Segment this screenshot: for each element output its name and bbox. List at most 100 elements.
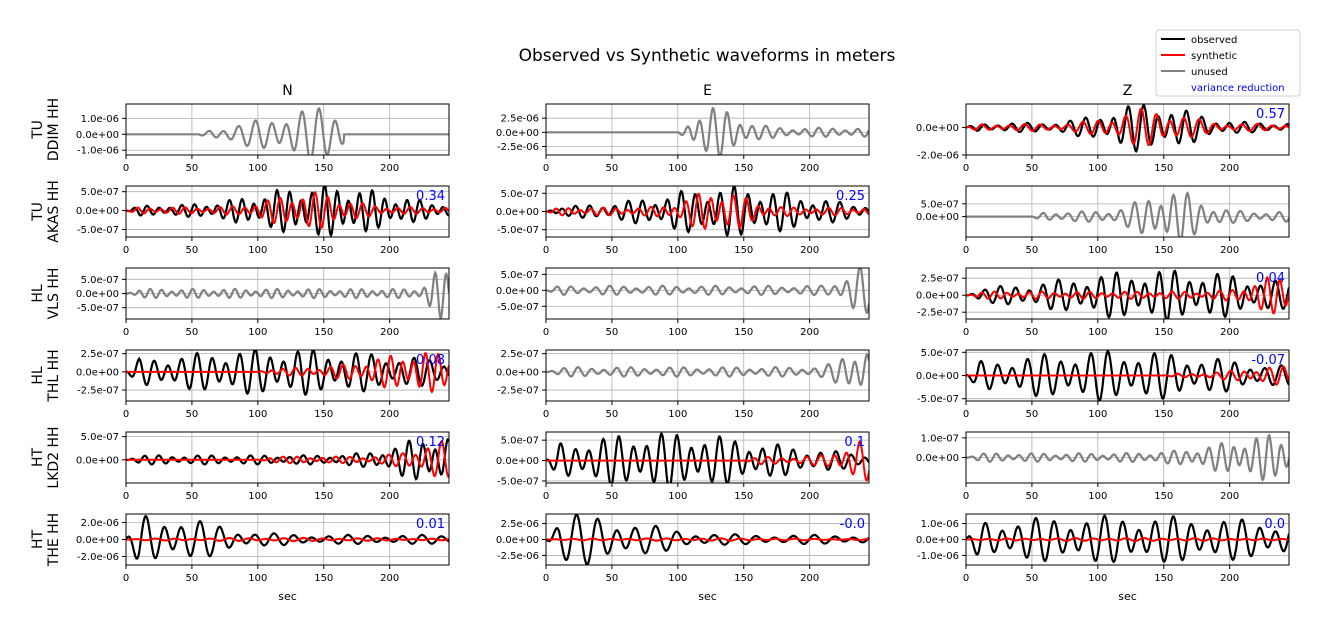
row-label-network: HL	[30, 284, 46, 303]
x-tick-label: 150	[314, 327, 333, 338]
y-tick-label: 0.0e+00	[496, 456, 539, 467]
subplot-5-E: 0 50 100 150 200 -2.5e-06 0.0e+00 2.5e-06 -0.0 se…	[496, 513, 870, 603]
x-tick-label: 100	[248, 409, 267, 420]
x-tick-label: 50	[186, 163, 199, 174]
variance-reduction-label: 0.01	[416, 517, 445, 532]
axes-frame	[545, 267, 870, 320]
x-tick-label: 100	[1088, 409, 1107, 420]
y-tick-label: 2.5e-07	[501, 349, 539, 360]
x-tick-label: 150	[1154, 573, 1173, 584]
synthetic-trace	[126, 352, 449, 394]
x-tick-label: 50	[186, 573, 199, 584]
x-tick-label: 150	[734, 573, 753, 584]
variance-reduction-label: 0.04	[1256, 271, 1285, 286]
x-tick-label: 150	[734, 163, 753, 174]
x-tick-label: 200	[380, 327, 399, 338]
y-tick-label: -2.5e-06	[497, 142, 539, 153]
x-tick-label: 100	[1088, 491, 1107, 502]
x-tick-label: 0	[123, 573, 129, 584]
y-tick-label: 0.0e+00	[496, 286, 539, 297]
x-tick-label: 100	[248, 573, 267, 584]
row-label-station: THL HH	[46, 349, 62, 402]
subplot-3-N: 0 50 100 150 200 -2.5e-07 0.0e+00 2.5e-07 0.08	[76, 349, 450, 420]
x-tick-label: 50	[186, 409, 199, 420]
row-label-station: VLS HH	[46, 268, 62, 320]
x-tick-label: 0	[123, 491, 129, 502]
variance-reduction-label: 0.25	[836, 189, 865, 204]
x-tick-label: 0	[123, 409, 129, 420]
subplot-1-N: 0 50 100 150 200 -5.0e-07 0.0e+00 5.0e-07 0.34	[76, 185, 450, 256]
variance-reduction-label: 0.34	[416, 189, 445, 204]
observed-trace	[966, 350, 1289, 401]
x-tick-label: 200	[1220, 573, 1239, 584]
y-tick-label: 5.0e-07	[81, 275, 119, 286]
legend-label-synthetic: synthetic	[1191, 51, 1237, 62]
x-tick-label: 100	[668, 245, 687, 256]
observed-trace	[966, 514, 1289, 564]
row-label-network: TU	[30, 120, 46, 140]
x-tick-label: 50	[606, 327, 619, 338]
x-tick-label: 200	[800, 409, 819, 420]
y-tick-label: 5.0e-07	[921, 348, 959, 359]
x-tick-label: 200	[800, 245, 819, 256]
row-label-station: DDIM HH	[46, 98, 62, 161]
row-label: HT THE HH	[30, 513, 62, 567]
y-tick-label: 5.0e-07	[501, 436, 539, 447]
x-tick-label: 0	[963, 163, 969, 174]
x-tick-label: 100	[1088, 245, 1107, 256]
x-tick-label: 0	[543, 327, 549, 338]
row-label-network: TU	[30, 202, 46, 222]
observed-trace	[966, 104, 1289, 154]
x-tick-label: 150	[1154, 163, 1173, 174]
x-tick-label: 200	[1220, 163, 1239, 174]
row-label: TU DDIM HH	[30, 98, 62, 161]
x-tick-label: 0	[123, 163, 129, 174]
x-tick-label: 100	[668, 491, 687, 502]
y-tick-label: 2.5e-06	[501, 114, 539, 125]
x-tick-label: 150	[314, 573, 333, 584]
axes-frame	[965, 103, 1290, 156]
x-tick-label: 200	[1220, 409, 1239, 420]
figure-title: Observed vs Synthetic waveforms in meter…	[519, 46, 896, 66]
x-tick-label: 50	[1026, 163, 1039, 174]
subplot-5-Z: 0 50 100 150 200 -1.0e-06 0.0e+00 1.0e-06 0.0 sec	[916, 513, 1290, 603]
subplot-3-Z: 0 50 100 150 200 -5.0e-07 0.0e+00 5.0e-07 -0.07	[916, 348, 1290, 420]
y-tick-label: -2.5e-07	[77, 386, 119, 397]
x-tick-label: 150	[1154, 245, 1173, 256]
x-tick-label: 50	[186, 245, 199, 256]
x-tick-label: 50	[606, 409, 619, 420]
y-tick-label: -1.0e-06	[917, 551, 959, 562]
y-tick-label: 2.5e-07	[81, 349, 119, 360]
x-tick-label: 200	[1220, 491, 1239, 502]
y-tick-label: -1.0e-06	[77, 146, 119, 157]
x-tick-label: 50	[606, 491, 619, 502]
y-tick-label: 5.0e-07	[921, 199, 959, 210]
x-tick-label: 50	[186, 327, 199, 338]
x-tick-label: 0	[963, 409, 969, 420]
unused-trace	[966, 433, 1289, 482]
axes-frame	[965, 185, 1290, 238]
y-tick-label: 0.0e+00	[916, 212, 959, 223]
x-tick-label: 100	[1088, 163, 1107, 174]
y-tick-label: 0.0e+00	[496, 207, 539, 218]
y-tick-label: 5.0e-07	[501, 270, 539, 281]
x-tick-label: 50	[1026, 245, 1039, 256]
x-tick-label: 100	[248, 163, 267, 174]
x-tick-label: 200	[380, 163, 399, 174]
row-label: HL VLS HH	[30, 268, 62, 320]
x-tick-label: 0	[543, 409, 549, 420]
x-tick-label: 200	[1220, 245, 1239, 256]
subplot-5-N: 0 50 100 150 200 -2.0e-06 0.0e+00 2.0e-06 0.01 se…	[76, 513, 450, 603]
axes-frame	[125, 185, 450, 238]
x-tick-label: 50	[606, 163, 619, 174]
x-tick-label: 150	[734, 409, 753, 420]
y-tick-label: 0.0e+00	[916, 535, 959, 546]
variance-reduction-label: -0.07	[1251, 353, 1285, 368]
axes-frame	[545, 103, 870, 156]
x-tick-label: 100	[668, 163, 687, 174]
legend: observed synthetic unused variance reductio…	[1155, 29, 1301, 97]
x-tick-label: 0	[963, 245, 969, 256]
y-tick-label: -5.0e-07	[497, 225, 539, 236]
